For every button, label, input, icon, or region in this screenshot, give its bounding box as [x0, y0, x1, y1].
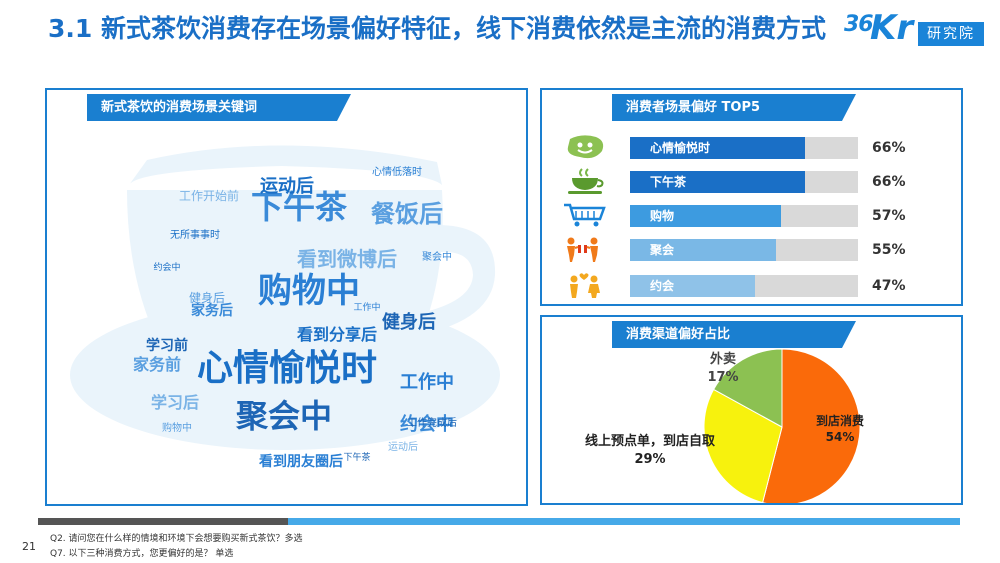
cloud-word: 健身后: [382, 311, 436, 333]
teacup-silhouette: [70, 145, 500, 450]
pie-slice-delivery: [712, 348, 783, 428]
footnote-q2: Q2. 请问您在什么样的情境和环境下会想要购买新式茶饮？多选: [50, 534, 303, 544]
cloud-word: 看到分享后: [296, 325, 377, 344]
footer-bar: [38, 518, 960, 525]
bar-value-dating: 47%: [872, 278, 906, 294]
bar-happy: [630, 137, 805, 159]
cloud-word: 工作开始前: [179, 188, 239, 203]
rank-row-afternoon-tea: 下午茶 66%: [562, 167, 952, 195]
logo-badge: 研究院: [918, 22, 984, 46]
page-title: 3.1 新式茶饮消费存在场景偏好特征，线下消费依然是主流的消费方式: [48, 14, 826, 43]
rank-row-gathering: 聚会 55%: [562, 235, 952, 263]
cloud-word: 工作中: [353, 301, 380, 313]
rank-track: 下午茶: [630, 171, 858, 193]
cloud-word: 约会中: [153, 261, 180, 273]
slice-label-instore-name: 到店消费: [816, 413, 864, 428]
rank-row-shopping: 购物 57%: [562, 201, 952, 229]
cloud-word: 聚会中: [422, 250, 452, 263]
brand-logo: 36 Kr 研究院: [842, 8, 987, 52]
logo-number: 36: [844, 12, 874, 37]
rank-track: 聚会: [630, 239, 858, 261]
slice-label-instore-value: 54%: [826, 430, 855, 444]
rank-row-happy: 心情愉悦时 66%: [562, 133, 952, 161]
top5-title: 消费者场景偏好 TOP5: [612, 94, 856, 121]
cloud-word: 家务前: [133, 355, 181, 374]
slice-label-pickup-name: 线上预点单，到店自取: [585, 433, 716, 449]
bar-afternoon-tea: [630, 171, 805, 193]
shopping-cart-icon: [564, 203, 606, 227]
cloud-word: 工作中: [400, 371, 454, 393]
bar-value-shopping: 57%: [872, 208, 906, 224]
bar-label-happy: 心情愉悦时: [650, 141, 711, 155]
happy-face-icon: [567, 135, 604, 159]
cloud-word: 购物中: [162, 421, 192, 434]
cloud-word: 下午茶: [343, 451, 370, 463]
page-number: 21: [22, 540, 36, 553]
cloud-word: 健身后: [189, 290, 225, 305]
footnote-q7: Q7. 以下三种消费方式，您更偏好的是？ 单选: [50, 549, 234, 559]
footer-bar-accent: [38, 518, 288, 525]
pie-slice-instore: [761, 348, 861, 503]
bar-label-dating: 约会: [650, 279, 675, 293]
cloud-word: 约会中: [400, 413, 454, 435]
cloud-word: 聚会中: [235, 397, 332, 435]
cloud-word: 无所事事时: [170, 228, 220, 241]
rank-track: 心情愉悦时: [630, 137, 858, 159]
rank-track: 约会: [630, 275, 858, 297]
cloud-word: 家务后: [191, 302, 233, 319]
word-cloud-title: 新式茶饮的消费场景关键词: [87, 94, 351, 121]
cloud-word: 看到微博后: [297, 247, 397, 271]
cloud-word: 运动后: [260, 176, 314, 197]
slice-label-delivery-value: 17%: [707, 370, 738, 385]
cloud-word: 学习前: [146, 337, 188, 354]
bar-label-shopping: 购物: [650, 209, 675, 223]
cloud-word: 运动后: [388, 441, 418, 453]
cloud-word: 看到朋友圈后: [258, 453, 343, 470]
gathering-people-icon: [567, 237, 598, 262]
bar-label-afternoon-tea: 下午茶: [650, 175, 687, 189]
bar-value-afternoon-tea: 66%: [872, 174, 906, 190]
bar-value-gathering: 55%: [872, 242, 906, 258]
slice-label-pickup-value: 29%: [634, 452, 665, 467]
bar-shopping: [630, 205, 781, 227]
bar-value-happy: 66%: [872, 140, 906, 156]
pie-title: 消费渠道偏好占比: [612, 321, 856, 348]
word-cloud-panel: 新式茶饮的消费场景关键词 心情愉悦时 购物中 聚会中 下午茶 餐饭后 看到微博后 运动后 工作…: [45, 88, 528, 506]
bar-dating: [630, 275, 755, 297]
dating-couple-icon: [570, 273, 600, 298]
rank-row-dating: 约会 47%: [562, 271, 952, 299]
cloud-word: 心情愉悦时: [197, 348, 377, 389]
teacup-icon: [568, 168, 604, 194]
cloud-word: 工作完成后: [407, 416, 457, 429]
cloud-word: 购物中: [258, 271, 360, 311]
bar-label-gathering: 聚会: [650, 243, 675, 257]
pie-slice-pickup: [703, 388, 783, 503]
pie-chart: 到店消费 54% 线上预点单，到店自取 29% 外卖 17%: [585, 348, 864, 503]
logo-letters: Kr: [870, 8, 914, 48]
cloud-word: 学习后: [151, 393, 199, 412]
cloud-word: 心情低落时: [372, 165, 422, 178]
cloud-word: 餐饭后: [371, 200, 443, 228]
scene-preference-panel: 消费者场景偏好 TOP5 心情愉悦时 66% 下午茶 66%: [540, 88, 963, 306]
rank-track: 购物: [630, 205, 858, 227]
channel-preference-panel: 消费渠道偏好占比 到店消费 54% 线上预点单，到店自取 29% 外卖 17%: [540, 315, 963, 505]
slice-label-delivery-name: 外卖: [709, 351, 736, 367]
bar-gathering: [630, 239, 776, 261]
cloud-word: 下午茶: [251, 188, 348, 226]
